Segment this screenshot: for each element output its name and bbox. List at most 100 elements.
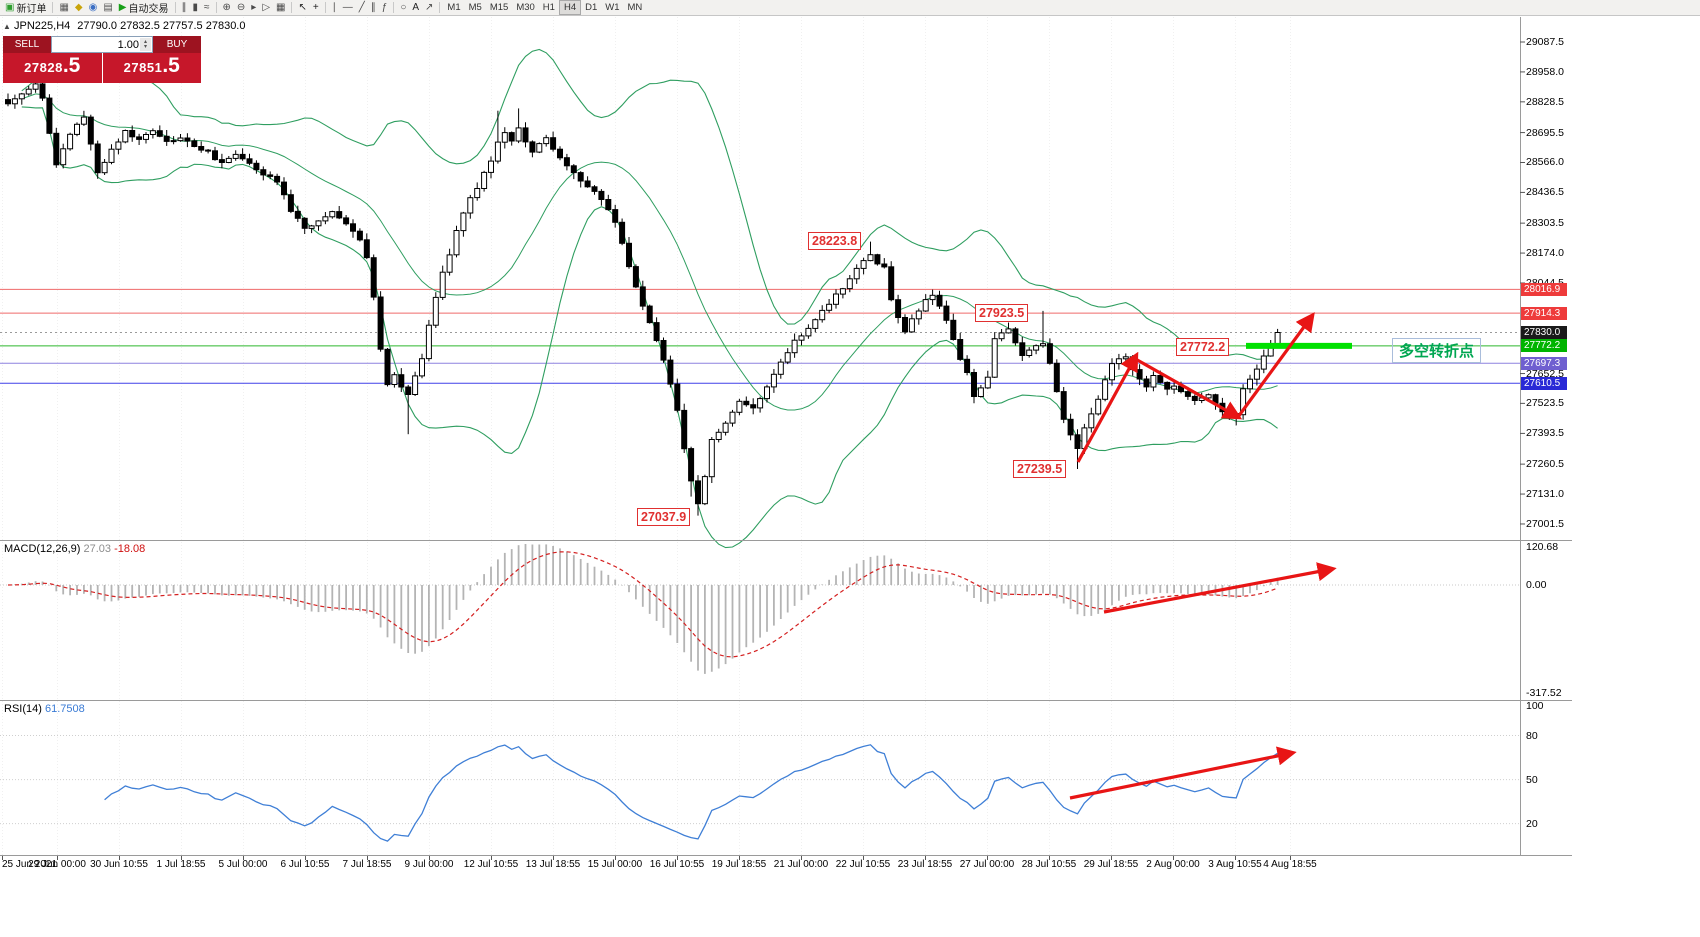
timeframe-h1[interactable]: H1 xyxy=(542,2,555,13)
rsi-name: RSI(14) xyxy=(4,703,42,715)
macd-name: MACD(12,26,9) xyxy=(4,543,81,555)
charts-grid-button[interactable]: ▦ xyxy=(56,0,71,15)
profile-button[interactable]: ◆ xyxy=(72,0,86,15)
buy-button-label: BUY xyxy=(166,39,188,50)
chart-bars-button[interactable]: ∥ xyxy=(179,0,190,15)
channel-tool[interactable]: ∥ xyxy=(368,0,379,15)
toolbar-separator xyxy=(291,2,293,13)
news-button[interactable]: ▤ xyxy=(100,0,115,15)
toolbar-separator xyxy=(215,2,217,13)
spinner-down-icon[interactable]: ▾ xyxy=(143,43,147,50)
auto-scroll-button[interactable]: ▸ xyxy=(248,0,259,15)
shapes-tool[interactable]: ○ xyxy=(397,0,409,15)
chart-shift-button[interactable]: ▷ xyxy=(259,0,273,15)
price-annotation[interactable]: 27037.9 xyxy=(637,508,691,526)
arrows-tool-icon: ↗ xyxy=(425,1,434,13)
news-button-icon: ▤ xyxy=(103,1,113,13)
price-annotation[interactable]: 27239.5 xyxy=(1013,460,1067,478)
sell-button[interactable]: SELL xyxy=(3,36,51,53)
chart-line-button[interactable]: ≈ xyxy=(201,0,213,15)
crosshair-tool-button[interactable]: + xyxy=(310,0,322,15)
timeframe-d1[interactable]: D1 xyxy=(585,2,598,13)
macd-layer xyxy=(0,544,1520,674)
rsi-indicator-label: RSI(14) 61.7508 xyxy=(4,703,85,715)
horizontal-line-tool[interactable]: ― xyxy=(340,0,356,15)
timeframe-m1[interactable]: M1 xyxy=(447,2,461,13)
chart-shift-button-icon: ▷ xyxy=(262,1,271,13)
shapes-tool-icon: ○ xyxy=(400,1,407,13)
vertical-line-tool[interactable]: ∣ xyxy=(329,0,340,15)
frame-layer xyxy=(0,17,1572,860)
price-annotation[interactable]: 27923.5 xyxy=(975,304,1029,322)
crosshair-tool-button-icon: + xyxy=(312,1,319,13)
pivot-note-text[interactable]: 多空转折点 xyxy=(1392,338,1482,363)
trend-arrow xyxy=(1069,746,1297,800)
grid-layer xyxy=(0,17,1520,855)
volume-input[interactable]: 1.00 ▴ ▾ xyxy=(51,36,153,53)
ohlc-values: 27790.0 27832.5 27757.5 27830.0 xyxy=(77,20,246,32)
toolbar-separator xyxy=(439,2,441,13)
timeframe-w1[interactable]: W1 xyxy=(605,2,620,13)
chart-bars-button-icon: ∥ xyxy=(181,1,187,13)
trend-arrow xyxy=(1076,351,1139,463)
symbol-ohlc-info: JPN225,H4 27790.0 27832.5 27757.5 27830.0 xyxy=(14,20,245,32)
auto-trading-button[interactable]: ▶ 自动交易 xyxy=(116,0,172,15)
buy-price-button[interactable]: 27851.5 xyxy=(102,53,201,83)
symbol-period-label: JPN225,H4 xyxy=(14,20,71,32)
macd-signal-line xyxy=(7,551,1278,658)
text-tool[interactable]: A xyxy=(409,0,422,15)
new-order-button[interactable]: ▣ 新订单 xyxy=(2,0,49,15)
zoom-in-button[interactable]: ⊕ xyxy=(220,0,234,15)
text-tool-icon: A xyxy=(412,1,420,13)
candles-layer xyxy=(5,77,1281,516)
rsi-line xyxy=(104,744,1278,842)
toolbar: ▣ 新订单 ▦ ◆ ◉ ▤ ▶ 自动交易 ∥ ▮ ≈ ⊕ ⊖ ▸ ▷ ▦ ↖ + ∣ ― ╱ ∥ ƒ ○ A ↗ M1 M5 M15 M3… xyxy=(0,0,1700,16)
tile-windows-button[interactable]: ▦ xyxy=(273,0,288,15)
vertical-line-tool-icon: ∣ xyxy=(331,1,337,13)
buy-price-frac: .5 xyxy=(162,54,180,77)
horizontal-line-tool-icon: ― xyxy=(342,1,353,13)
arrows-tool[interactable]: ↗ xyxy=(422,0,436,15)
bollinger-upper xyxy=(21,48,1279,360)
trend-arrow xyxy=(1236,312,1315,418)
toolbar-separator xyxy=(324,2,326,13)
collapse-one-click-icon[interactable]: ▲ xyxy=(3,22,11,31)
zoom-in-button-icon: ⊕ xyxy=(222,1,231,13)
price-annotation[interactable]: 27772.2 xyxy=(1176,338,1230,356)
alerts-button[interactable]: ◉ xyxy=(86,0,101,15)
toolbar-separator xyxy=(174,2,176,13)
trendline-tool[interactable]: ╱ xyxy=(356,0,368,15)
sell-price-button[interactable]: 27828.5 xyxy=(3,53,102,83)
volume-spinner[interactable]: ▴ ▾ xyxy=(140,38,151,51)
trend-arrow xyxy=(1103,562,1337,614)
sell-price-main: 27828 xyxy=(24,60,63,75)
buy-button[interactable]: BUY xyxy=(153,36,201,53)
new-order-button-label: 新订单 xyxy=(16,4,47,15)
rsi-value: 61.7508 xyxy=(44,703,85,715)
tile-windows-button-icon: ▦ xyxy=(276,1,286,13)
drawn-objects[interactable] xyxy=(1069,312,1352,800)
chart-line-button-icon: ≈ xyxy=(204,1,210,13)
cursor-tool-button[interactable]: ↖ xyxy=(295,0,309,15)
timeframe-mn[interactable]: MN xyxy=(627,2,643,13)
alerts-button-icon: ◉ xyxy=(88,1,98,13)
timeframe-m30[interactable]: M30 xyxy=(516,2,535,13)
profile-button-icon: ◆ xyxy=(74,1,83,13)
fibonacci-tool[interactable]: ƒ xyxy=(379,0,391,15)
sell-price-frac: .5 xyxy=(62,54,81,77)
zoom-out-button-icon: ⊖ xyxy=(236,1,246,13)
spinner-up-icon[interactable]: ▴ xyxy=(143,38,147,45)
timeframe-m15[interactable]: M15 xyxy=(489,2,509,13)
chart-candles-button[interactable]: ▮ xyxy=(190,0,202,15)
timeframe-m5[interactable]: M5 xyxy=(468,2,482,13)
zoom-out-button[interactable]: ⊖ xyxy=(234,0,248,15)
volume-value: 1.00 xyxy=(117,38,139,51)
auto-trading-button-label: 自动交易 xyxy=(128,4,169,15)
timeframe-h4[interactable]: H4 xyxy=(558,0,582,15)
bollinger-lower xyxy=(21,106,1278,549)
toolbar-separator xyxy=(52,2,54,13)
new-order-button-icon: ▣ xyxy=(5,1,15,13)
horizontal-line-objects[interactable] xyxy=(0,288,1520,384)
price-annotation[interactable]: 28223.8 xyxy=(808,232,862,250)
